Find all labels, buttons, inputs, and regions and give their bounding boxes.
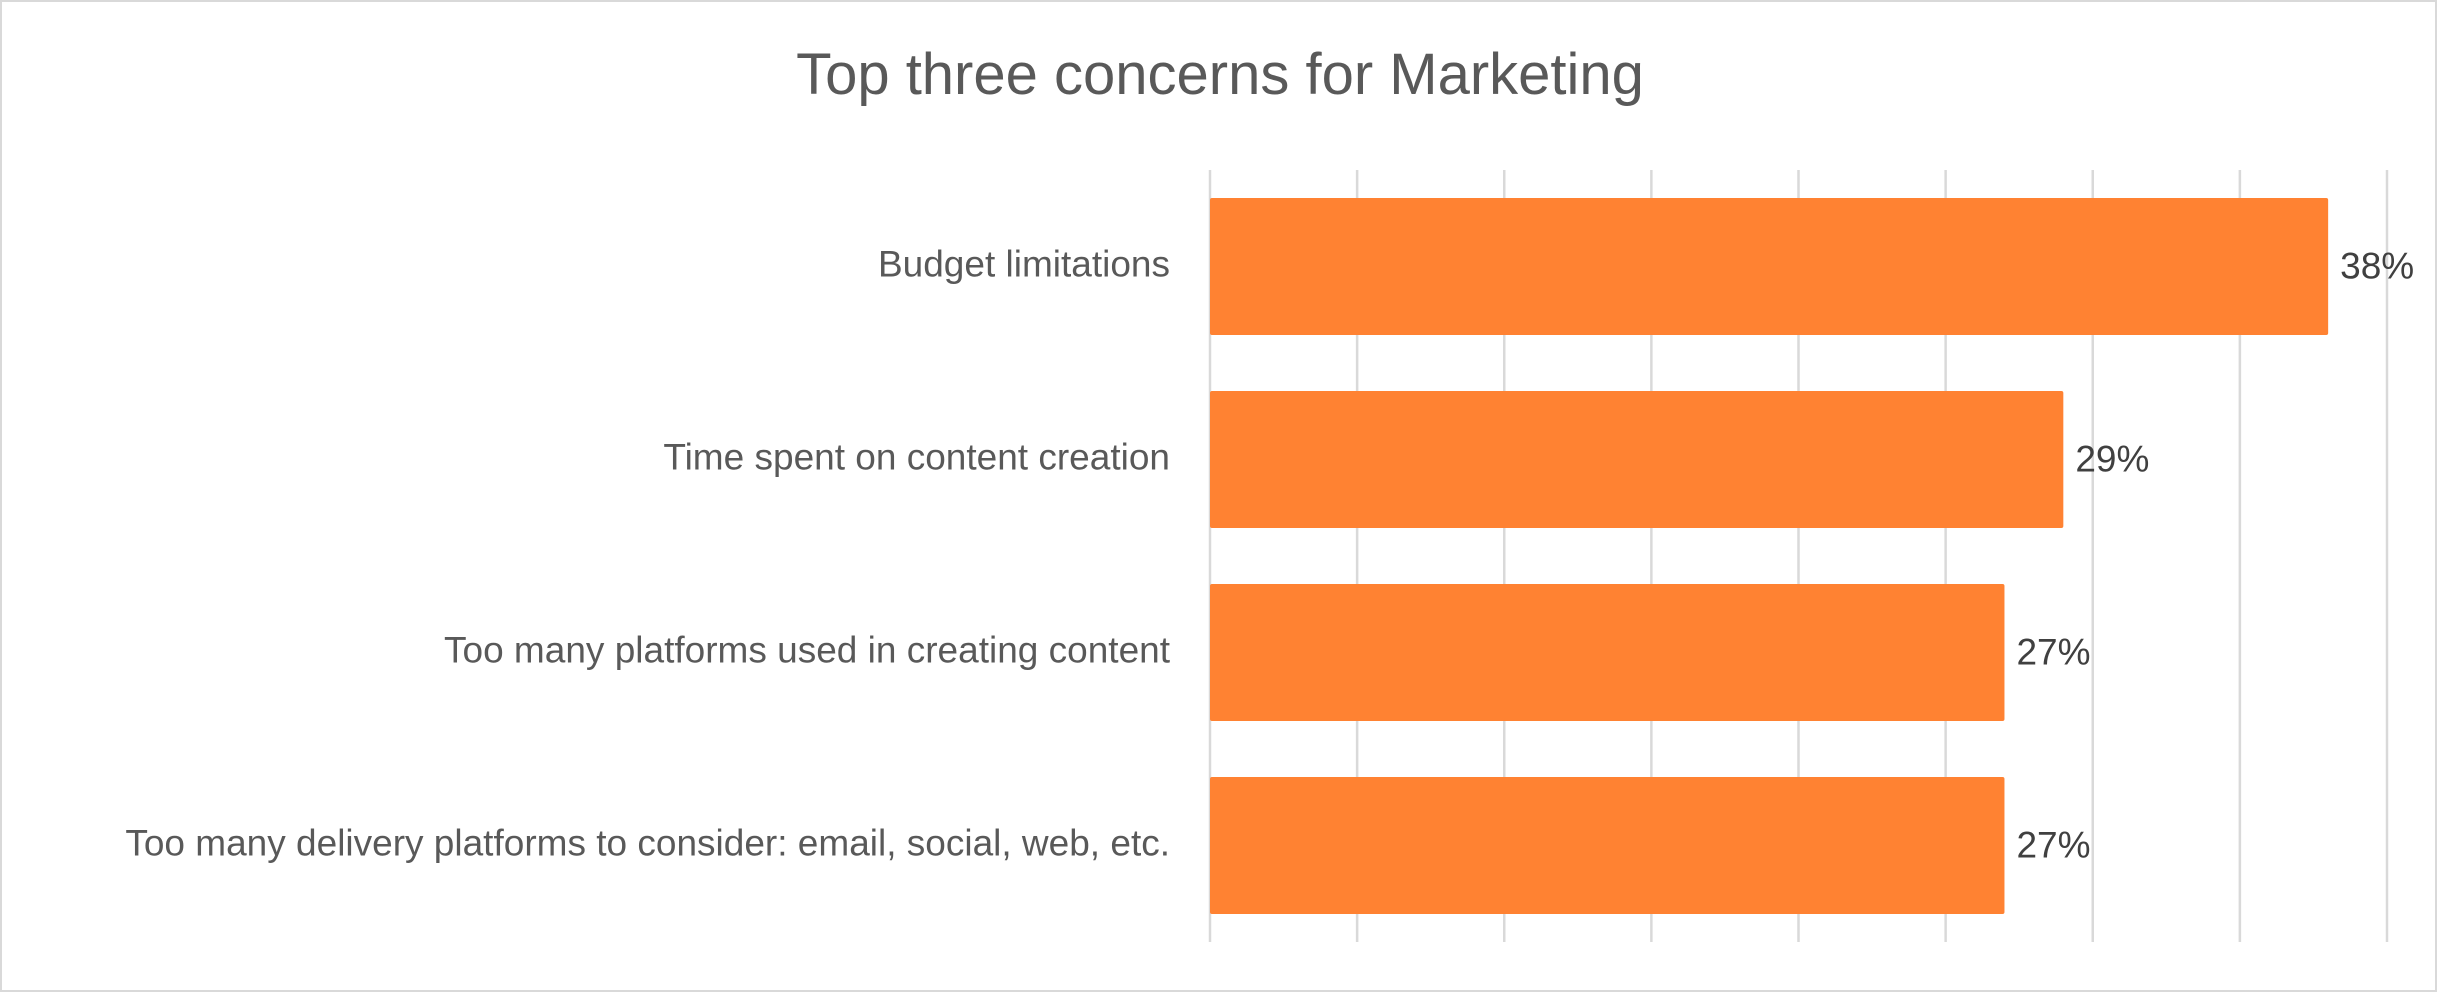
bars (1210, 197, 2329, 915)
value-label: 27% (2016, 631, 2090, 672)
category-label: Too many delivery platforms to consider:… (125, 822, 1170, 863)
value-label: 27% (2016, 824, 2090, 865)
value-label: 38% (2340, 245, 2414, 286)
value-label: 29% (2075, 438, 2149, 479)
category-label: Budget limitations (878, 243, 1170, 284)
category-label: Too many platforms used in creating cont… (444, 629, 1171, 670)
chart-title: Top three concerns for Marketing (796, 42, 1644, 107)
bar (1210, 776, 2005, 915)
category-labels: Budget limitations Time spent on content … (125, 243, 1170, 863)
value-labels: 38% 29% 27% 27% (2016, 245, 2414, 865)
category-label: Time spent on content creation (663, 436, 1170, 477)
bar (1210, 583, 2005, 722)
bar (1210, 390, 2064, 529)
bar (1210, 197, 2329, 336)
